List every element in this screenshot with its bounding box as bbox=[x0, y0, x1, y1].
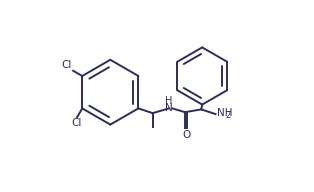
Text: N: N bbox=[165, 103, 173, 113]
Text: Cl: Cl bbox=[72, 118, 82, 128]
Text: H: H bbox=[165, 96, 173, 106]
Text: O: O bbox=[182, 130, 190, 140]
Text: Cl: Cl bbox=[62, 60, 72, 70]
Text: NH: NH bbox=[217, 108, 232, 118]
Text: 2: 2 bbox=[226, 111, 231, 120]
